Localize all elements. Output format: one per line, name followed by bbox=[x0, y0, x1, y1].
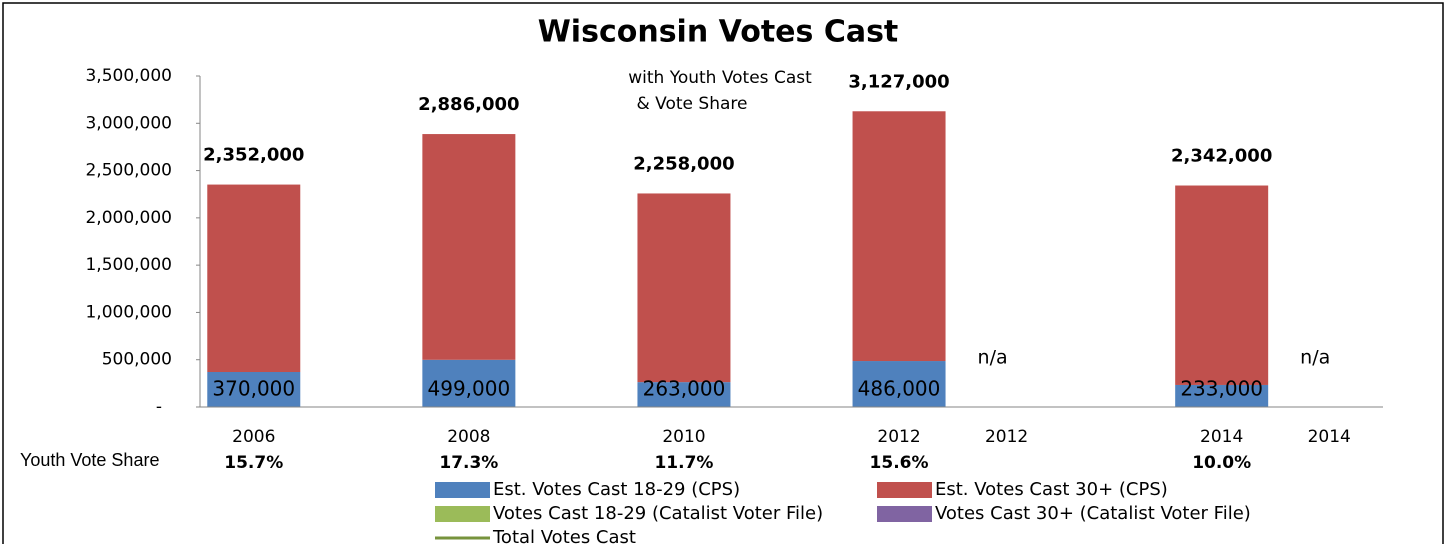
y-tick-label: 2,500,000 bbox=[85, 161, 172, 181]
y-tick-label: 1,000,000 bbox=[85, 302, 172, 322]
youth-share: 11.7% bbox=[654, 453, 713, 473]
y-tick-label: 1,500,000 bbox=[85, 255, 172, 275]
youth-share: 15.6% bbox=[870, 453, 929, 473]
y-tick-label: 2,000,000 bbox=[85, 208, 172, 228]
bar bbox=[1175, 185, 1269, 385]
x-tick-label: 2012 bbox=[985, 427, 1028, 447]
y-tick-label: 3,000,000 bbox=[85, 113, 172, 133]
bar bbox=[637, 193, 731, 383]
bar-value-label: 499,000 bbox=[428, 377, 511, 401]
total-label: 2,352,000 bbox=[203, 145, 304, 166]
chart-subtitle: with Youth Votes Cast bbox=[628, 68, 812, 88]
total-label: 2,258,000 bbox=[633, 153, 734, 174]
bar bbox=[422, 359, 516, 407]
x-tick-label: 2006 bbox=[232, 427, 275, 447]
total-label: 2,886,000 bbox=[418, 94, 519, 115]
y-tick-label: 3,500,000 bbox=[85, 66, 172, 86]
bar bbox=[1175, 384, 1269, 407]
youth-share: 15.7% bbox=[224, 453, 283, 473]
na-label: n/a bbox=[1300, 347, 1330, 369]
legend-label: Est. Votes Cast 18-29 (CPS) bbox=[493, 479, 740, 500]
total-label: 2,342,000 bbox=[1171, 146, 1272, 167]
x-tick-label: 2008 bbox=[447, 427, 490, 447]
x-tick-label: 2012 bbox=[877, 427, 920, 447]
bar bbox=[852, 361, 946, 407]
bar bbox=[422, 134, 516, 360]
legend-label: Votes Cast 30+ (Catalist Voter File) bbox=[935, 503, 1251, 524]
youth-share-label: Youth Vote Share bbox=[20, 450, 159, 470]
legend-marker bbox=[435, 506, 490, 522]
chart-subtitle: & Vote Share bbox=[637, 94, 748, 114]
chart-title: Wisconsin Votes Cast bbox=[538, 15, 899, 50]
legend-marker bbox=[877, 482, 932, 498]
x-tick-label: 2014 bbox=[1308, 427, 1351, 447]
legend-label: Est. Votes Cast 30+ (CPS) bbox=[935, 479, 1168, 500]
x-tick-label: 2014 bbox=[1200, 427, 1243, 447]
youth-share: 10.0% bbox=[1192, 453, 1251, 473]
bar-value-label: 370,000 bbox=[212, 377, 295, 401]
bar-value-label: 486,000 bbox=[858, 377, 941, 401]
bar-value-label: 263,000 bbox=[643, 377, 726, 401]
legend-label: Total Votes Cast bbox=[492, 527, 636, 544]
bar-value-label: 233,000 bbox=[1180, 377, 1263, 401]
bar bbox=[207, 184, 301, 373]
na-label: n/a bbox=[978, 347, 1008, 369]
total-label: 3,127,000 bbox=[848, 71, 949, 92]
bar bbox=[852, 111, 946, 362]
y-tick-label: 500,000 bbox=[102, 350, 172, 370]
bar bbox=[207, 372, 301, 407]
youth-share: 17.3% bbox=[439, 453, 498, 473]
y-tick-label: - bbox=[156, 397, 162, 417]
x-tick-label: 2010 bbox=[662, 427, 705, 447]
legend-label: Votes Cast 18-29 (Catalist Voter File) bbox=[493, 503, 823, 524]
bar bbox=[637, 382, 731, 407]
legend-marker bbox=[435, 482, 490, 498]
legend-marker bbox=[877, 506, 932, 522]
